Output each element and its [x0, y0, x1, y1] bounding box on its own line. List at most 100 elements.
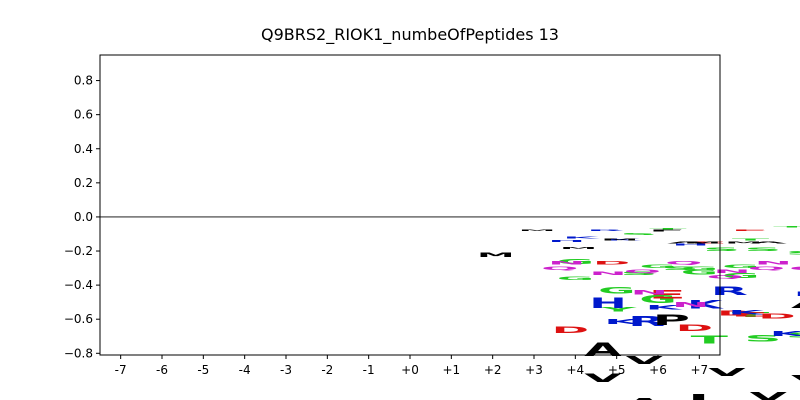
logo-letter--7-pos-4: S [620, 232, 657, 235]
logo-letter--4-pos-1: T [773, 226, 800, 228]
logo-letter--7-pos-8: E [649, 288, 686, 302]
logo-letter--4-neg-2: N [672, 300, 709, 309]
logo-letter--4-pos-5: K [687, 298, 725, 312]
logo-letter--7-neg-5: Y [599, 306, 637, 313]
x-tick-label: +0 [401, 363, 419, 377]
logo-letter--3-neg-1: G [722, 264, 759, 269]
logo-letter--3-neg-6: K [728, 309, 766, 316]
logo-letter--5-pos-1: A [667, 241, 705, 244]
logo-letter--7-pos-1: T [649, 228, 687, 230]
logo-letter--4-neg-1: G [681, 266, 718, 271]
logo-letter--2-neg-1: Q [748, 266, 785, 271]
logo-letter--5-neg-4: T [732, 310, 770, 318]
x-tick-label: -7 [115, 363, 127, 377]
y-tick-label: 0.4 [74, 142, 93, 156]
logo-letter--5-neg-0: M [560, 246, 597, 249]
y-tick-label: 0.0 [74, 210, 93, 224]
logo-letter--6-pos-5: P [653, 311, 690, 328]
logo-letter--4-pos-4: G [681, 268, 718, 276]
logo-letter--5-neg-3: N [631, 289, 668, 296]
x-tick-label: +1 [442, 363, 460, 377]
logo-letter--5-neg-5: K [646, 304, 684, 311]
logo-letter--6-neg-2: N [589, 271, 626, 276]
x-tick-label: +3 [525, 363, 543, 377]
logo-letter--6-pos-1: E [690, 241, 727, 244]
logo-letter--4-neg-6: V [708, 367, 745, 379]
y-tick-label: −0.6 [64, 312, 93, 326]
logo-letter--5-neg-1: G [639, 264, 676, 269]
logo-letter--2-neg-0: N [755, 261, 792, 266]
y-tick-label: 0.6 [74, 108, 93, 122]
logo-letter--5-neg-2: Q [624, 269, 661, 274]
logo-letter--6-pos-2: K [604, 238, 642, 241]
logo-letter--2-neg-4: D [758, 312, 795, 321]
logo-letters: RTHKSFMGEANQSGDYVILMEKGRPHDSNTKVAEATSGRM… [477, 226, 800, 400]
logo-letter--7-pos-5: F [649, 229, 686, 232]
x-tick-label: -4 [239, 363, 251, 377]
x-tick-label: -5 [197, 363, 209, 377]
logo-letter--7-neg-4: D [552, 325, 589, 335]
logo-letter--4-neg-4: S [744, 333, 781, 343]
logo-letter--6-neg-1: S [662, 266, 699, 271]
logo-letter--7-neg-3: G [557, 276, 594, 281]
logo-letter--5-pos-2: T [732, 238, 770, 241]
logo-letter--6-pos-3: G [598, 286, 635, 296]
logo-letter--6-neg-0: D [593, 261, 630, 266]
logo-letter--4-neg-3: D [676, 323, 713, 333]
logo-letter--4-pos-0: H [672, 243, 709, 246]
logo-letter--7-neg-8: L [688, 392, 725, 400]
logo-letter--3-neg-3: Q [706, 274, 743, 279]
logo-letter--1-neg-1: Q [789, 266, 800, 271]
x-tick-label: -2 [321, 363, 333, 377]
logo-letter--7-neg-1: Q [541, 266, 578, 271]
x-tick-label: +6 [649, 363, 667, 377]
logo-letter--7-pos-3: K [563, 236, 601, 239]
logo-letter--3-pos-3: G [722, 271, 759, 279]
logo-letter--5-pos-0: E [731, 230, 768, 232]
logo-letter--3-neg-7: S [786, 331, 800, 339]
chart-title: Q9BRS2_RIOK1_numbeOfPeptides 13 [261, 25, 559, 45]
x-tick-label: +5 [608, 363, 626, 377]
x-tick-label: +4 [566, 363, 584, 377]
logo-letter--6-neg-5: V [626, 355, 663, 367]
logo-letter--6-neg-3: T [691, 334, 729, 346]
x-tick-label: +7 [690, 363, 708, 377]
logo-letter--3-neg-4: D [717, 309, 754, 318]
x-tick-label: -6 [156, 363, 168, 377]
logo-letter--2-pos-3: A [791, 299, 800, 311]
logo-letter--7-neg-6: V [584, 371, 621, 385]
logo-letter--1-neg-0: N [796, 261, 800, 266]
logo-letter--4-pos-6: R [711, 284, 748, 298]
logo-letter--2-pos-1: M [684, 241, 721, 244]
logo-letter--5-neg-6: E [731, 311, 768, 318]
logo-letter--3-pos-1: A [750, 241, 788, 244]
logo-letter--7-pos-6: M [477, 252, 514, 259]
logo-letter--2-neg-6: K [770, 329, 800, 338]
logo-letter--1-pos-1: M [725, 241, 762, 244]
logo-letter--7-neg-0: N [548, 261, 585, 266]
y-tick-label: −0.2 [64, 244, 93, 258]
x-tick-label: +2 [484, 363, 502, 377]
logo-letter--6-neg-6: A [626, 396, 664, 400]
y-tick-label: −0.8 [64, 346, 93, 360]
logo-letter--2-neg-3: R [793, 291, 800, 298]
logo-letter--3-neg-2: N [713, 269, 750, 274]
logo-letter--4-pos-3: S [744, 247, 781, 252]
logo-letter--6-pos-0: M [518, 230, 555, 232]
logo-letter--3-pos-2: S [786, 250, 800, 255]
logo-letter--7-neg-2: S [620, 271, 657, 276]
y-tick-label: 0.2 [74, 176, 93, 190]
logo-letter--7-pos-0: R [587, 230, 624, 232]
y-tick-label: 0.8 [74, 74, 93, 88]
logo-letter--6-pos-6: H [589, 294, 626, 311]
axes: 0.8 0.6 0.4 0.2 0.0 −0.2 −0.4 −0.6 −0.8 -7 -6 -5 -4 -… [64, 54, 721, 377]
logo-letter--7-pos-2: H [548, 239, 585, 242]
logo-letter--6-neg-4: K [604, 317, 642, 326]
y-tick-label: −0.4 [64, 278, 93, 292]
x-tick-label: -3 [280, 363, 292, 377]
logo-letter--2-neg-8: V [791, 374, 800, 386]
logo-letter--5-pos-4: G [639, 293, 676, 305]
logo-letter--6-pos-4: R [628, 314, 665, 329]
